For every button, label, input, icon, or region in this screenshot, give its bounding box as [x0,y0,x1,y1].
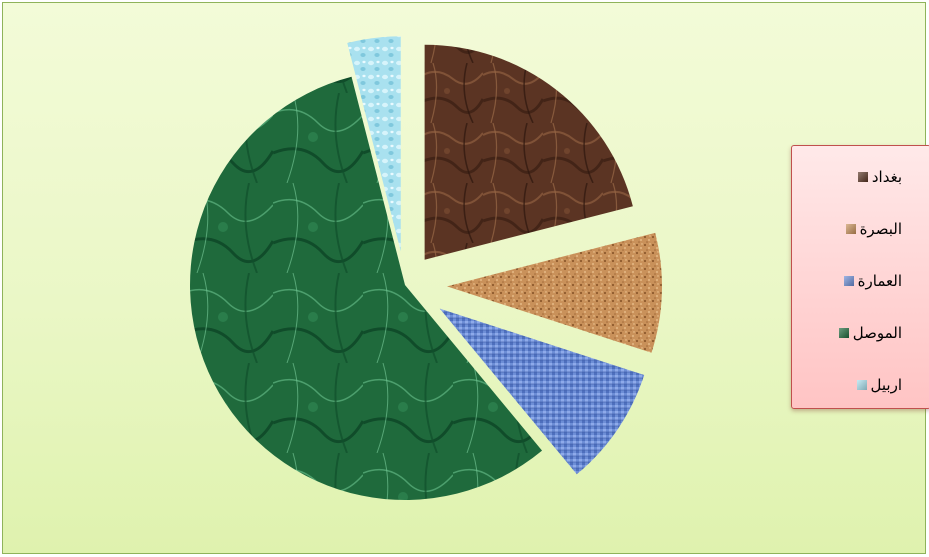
pie-slice [446,232,662,353]
legend-swatch [856,380,867,390]
legend-label: العمارة [857,272,902,290]
legend-label: البصرة [859,220,902,238]
legend-swatch [857,172,868,182]
legend-swatch [843,276,854,286]
pie-slice [190,76,543,500]
pie-slice [347,36,401,252]
pie-slices [190,36,662,500]
legend-item: بغداد [857,168,902,186]
legend-label: بغداد [871,168,902,186]
legend-swatch [838,328,849,338]
legend-label: الموصل [852,324,902,342]
legend-item: البصرة [845,220,902,238]
legend-item: اربيل [856,376,902,394]
pie-slice [439,308,645,475]
pie-slice [424,44,633,260]
legend-swatch [845,224,856,234]
legend: بغداد البصرة العمارة الموصل اربيل [791,145,929,409]
legend-item: الموصل [838,324,902,342]
legend-item: العمارة [843,272,902,290]
pie-chart [190,36,662,500]
legend-label: اربيل [870,376,902,394]
